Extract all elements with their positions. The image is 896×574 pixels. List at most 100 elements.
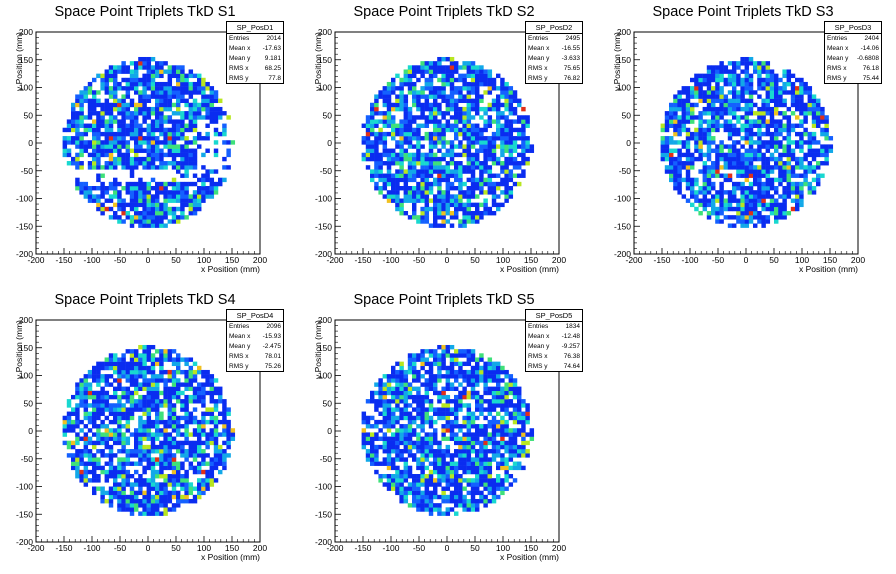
heatmap-cell: [736, 156, 741, 162]
heatmap-cell: [167, 152, 173, 158]
y-tick-label: 0: [28, 138, 33, 148]
heatmap-cell: [150, 111, 156, 116]
heatmap-cell: [462, 119, 467, 124]
heatmap-cell: [155, 165, 160, 170]
heatmap-cell: [428, 115, 434, 120]
heatmap-cell: [807, 152, 813, 158]
heatmap-cell: [403, 394, 409, 400]
heatmap-cell: [748, 136, 754, 141]
heatmap-cell: [205, 102, 210, 108]
heatmap-cell: [732, 144, 737, 149]
heatmap-cell: [391, 119, 396, 124]
heatmap-cell: [104, 390, 110, 396]
heatmap-cell: [424, 102, 430, 108]
heatmap-cell: [378, 140, 383, 145]
heatmap-cell: [424, 478, 430, 483]
heatmap-cell: [487, 86, 493, 91]
heatmap-cell: [723, 77, 729, 83]
heatmap-cell: [395, 152, 400, 158]
heatmap-cell: [100, 419, 105, 425]
heatmap-cell: [205, 461, 210, 466]
y-tick-label: -100: [16, 482, 33, 492]
heatmap-cell: [454, 215, 459, 220]
heatmap-cell: [437, 215, 442, 220]
heatmap-cell: [399, 106, 404, 112]
heatmap-cell: [71, 411, 76, 416]
heatmap-cell: [205, 419, 210, 425]
heatmap-cell: [218, 394, 223, 400]
heatmap-cell: [146, 344, 152, 350]
heatmap-cell: [681, 152, 687, 158]
heatmap-cell: [458, 198, 463, 203]
heatmap-cell: [150, 148, 156, 153]
heatmap-cell: [412, 444, 417, 450]
heatmap-cell: [433, 156, 438, 162]
stats-row-mean-x: Mean x -14.06: [825, 44, 881, 54]
heatmap-cell: [416, 474, 421, 479]
heatmap-cell: [449, 490, 455, 496]
heatmap-cell: [66, 428, 72, 433]
heatmap-cell: [159, 98, 164, 104]
heatmap-cell: [167, 461, 173, 466]
heatmap-cell: [433, 202, 438, 208]
heatmap-cell: [757, 186, 762, 191]
x-tick-label: -200: [27, 543, 44, 553]
heatmap-cell: [445, 403, 451, 408]
heatmap-cell: [403, 469, 409, 475]
heatmap-cell: [129, 77, 135, 83]
heatmap-cell: [765, 90, 771, 95]
heatmap-cell: [129, 198, 135, 203]
heatmap-cell: [466, 161, 472, 166]
heatmap-cell: [201, 94, 206, 99]
heatmap-cell: [104, 498, 110, 504]
heatmap-cell: [424, 177, 430, 183]
heatmap-cell: [188, 115, 194, 120]
heatmap-cell: [197, 206, 202, 212]
heatmap-cell: [407, 115, 413, 120]
heatmap-cell: [75, 127, 80, 133]
heatmap-cell: [104, 206, 110, 212]
heatmap-cell: [71, 115, 76, 120]
heatmap-cell: [83, 127, 89, 133]
heatmap-cell: [669, 115, 674, 120]
heatmap-cell: [176, 465, 181, 471]
heatmap-cell: [386, 465, 392, 471]
heatmap-cell: [811, 111, 817, 116]
heatmap-cell: [433, 223, 438, 228]
heatmap-cell: [407, 152, 413, 158]
heatmap-cell: [715, 111, 720, 116]
heatmap-cell: [403, 177, 409, 183]
heatmap-cell: [483, 136, 488, 141]
heatmap-cell: [365, 152, 371, 158]
heatmap-cell: [399, 382, 404, 387]
heatmap-cell: [412, 482, 417, 487]
heatmap-cell: [176, 181, 181, 187]
heatmap-cell: [803, 165, 808, 170]
heatmap-cell: [736, 94, 741, 99]
heatmap-cell: [96, 115, 101, 120]
heatmap-cell: [711, 165, 716, 170]
heatmap-cell: [201, 136, 206, 141]
heatmap-cell: [155, 357, 160, 362]
heatmap-cell: [163, 432, 168, 437]
heatmap-cell: [66, 399, 72, 404]
heatmap-cell: [79, 102, 84, 108]
heatmap-cell: [491, 152, 497, 158]
heatmap-cell: [129, 490, 135, 496]
heatmap-cell: [138, 440, 143, 446]
heatmap-cell: [75, 419, 80, 425]
heatmap-cell: [176, 69, 181, 74]
heatmap-cell: [782, 206, 787, 212]
heatmap-cell: [416, 65, 421, 70]
heatmap-cell: [811, 186, 817, 191]
heatmap-cell: [159, 210, 164, 216]
heatmap-cell: [201, 449, 206, 454]
heatmap-cell: [449, 353, 455, 358]
heatmap-cell: [163, 186, 168, 191]
heatmap-cell: [479, 81, 484, 87]
heatmap-cell: [176, 165, 181, 170]
heatmap-cell: [761, 98, 766, 104]
heatmap-cell: [378, 419, 383, 425]
heatmap-cell: [108, 444, 114, 450]
heatmap-cell: [201, 424, 206, 429]
